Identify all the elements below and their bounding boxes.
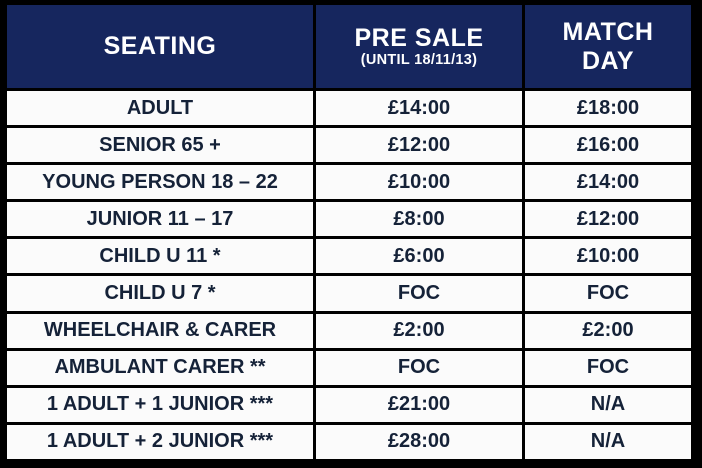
table-row-seating-cell: WHEELCHAIR & CARER [7,313,313,348]
header-col-seating: SEATING [7,5,313,88]
table-row-pre-sale-cell: FOC [316,350,522,385]
table-row-pre-sale-cell: FOC [316,276,522,311]
table-row-pre-sale-cell: £14:00 [316,91,522,126]
header-col-pre-sale: PRE SALE (UNTIL 18/11/13) [316,5,522,88]
table-row-seating-cell: CHILD U 11 * [7,239,313,274]
table-row-match-day-cell: N/A [525,424,691,459]
table-row-match-day-cell: £12:00 [525,202,691,237]
table-row-seating-cell: SENIOR 65 + [7,128,313,163]
table-row-match-day-cell: £10:00 [525,239,691,274]
table-row-seating-cell: 1 ADULT + 1 JUNIOR *** [7,387,313,422]
header-col-match-day: MATCH DAY [525,5,691,88]
table-row-seating-cell: AMBULANT CARER ** [7,350,313,385]
table-row-match-day-cell: FOC [525,276,691,311]
table-row-seating-cell: YOUNG PERSON 18 – 22 [7,165,313,200]
table-row-match-day-cell: £14:00 [525,165,691,200]
pre-sale-header-label: PRE SALE [354,23,484,52]
table-row-pre-sale-cell: £6:00 [316,239,522,274]
table-row-seating-cell: CHILD U 7 * [7,276,313,311]
ticket-price-table: SEATING PRE SALE (UNTIL 18/11/13) MATCH … [7,5,691,459]
seating-header-label: SEATING [103,32,217,61]
table-row-match-day-cell: N/A [525,387,691,422]
table-row-pre-sale-cell: £28:00 [316,424,522,459]
table-row-pre-sale-cell: £2:00 [316,313,522,348]
table-row-pre-sale-cell: £8:00 [316,202,522,237]
table-row-match-day-cell: £16:00 [525,128,691,163]
table-row-match-day-cell: FOC [525,350,691,385]
pre-sale-header-sublabel: (UNTIL 18/11/13) [360,52,478,69]
match-day-header-label: MATCH DAY [562,17,654,75]
table-row-pre-sale-cell: £10:00 [316,165,522,200]
table-row-seating-cell: JUNIOR 11 – 17 [7,202,313,237]
table-row-pre-sale-cell: £21:00 [316,387,522,422]
table-row-pre-sale-cell: £12:00 [316,128,522,163]
table-row-match-day-cell: £18:00 [525,91,691,126]
table-row-match-day-cell: £2:00 [525,313,691,348]
table-row-seating-cell: ADULT [7,91,313,126]
table-row-seating-cell: 1 ADULT + 2 JUNIOR *** [7,424,313,459]
